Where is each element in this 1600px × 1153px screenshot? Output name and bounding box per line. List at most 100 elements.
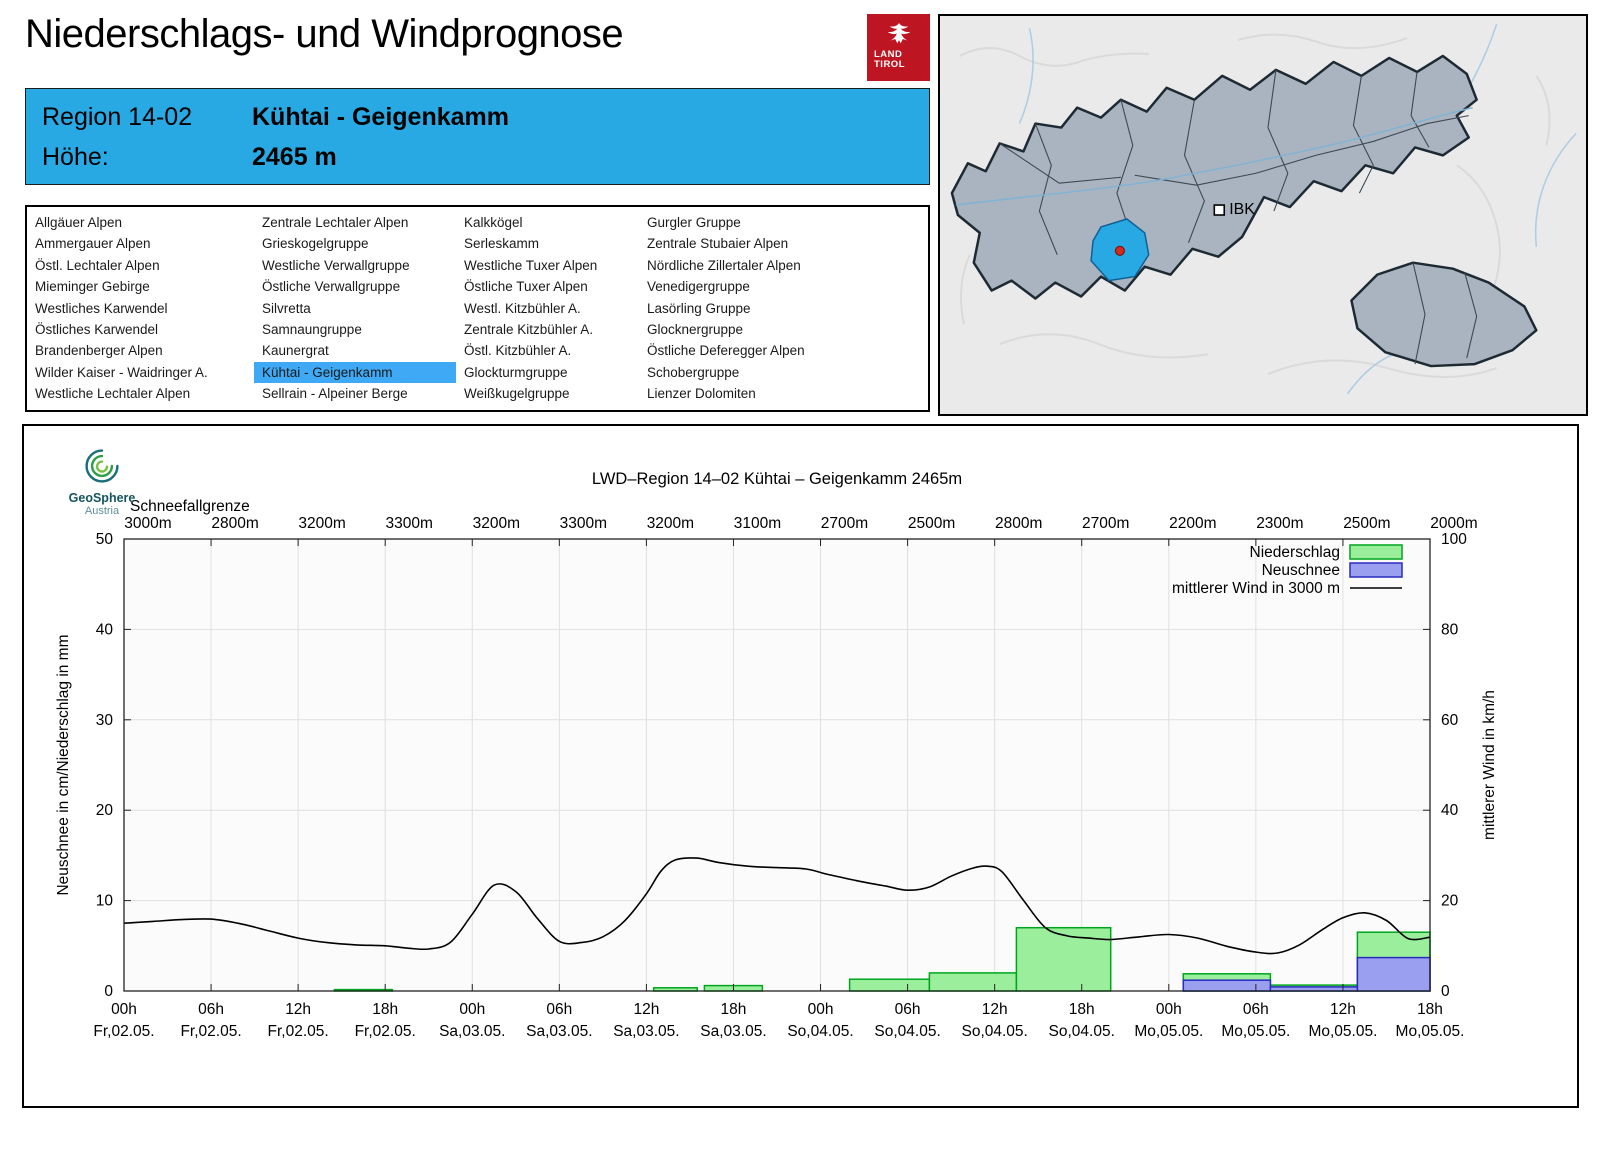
- region-list-item[interactable]: Glocknergruppe: [647, 322, 744, 338]
- region-list-item[interactable]: Westliches Karwendel: [35, 300, 168, 316]
- ibk-label: IBK: [1229, 201, 1255, 218]
- land-tirol-logo: LAND TIROL: [867, 14, 930, 81]
- x-tick-hour: 18h: [1417, 1001, 1443, 1018]
- region-list-item[interactable]: Östliche Verwallgruppe: [262, 279, 401, 295]
- legend-swatch: [1349, 544, 1403, 560]
- logo-line1: LAND: [874, 49, 903, 60]
- niederschlag-bar: [1015, 926, 1112, 992]
- legend-swatch: [1349, 562, 1403, 578]
- snowline-value: 3200m: [298, 515, 345, 532]
- region-list-item[interactable]: Serleskamm: [464, 236, 540, 252]
- legend-label: Niederschlag: [1250, 544, 1340, 561]
- y-right-tick: 100: [1441, 531, 1467, 548]
- region-list-item[interactable]: Westliche Verwallgruppe: [262, 257, 410, 273]
- region-list-item[interactable]: Silvretta: [262, 300, 311, 316]
- snowline-value: 3000m: [124, 515, 171, 532]
- region-list-item[interactable]: Schobergruppe: [647, 364, 740, 380]
- neuschnee-bar: [1356, 956, 1431, 992]
- x-tick-date: Fr,02.05.: [355, 1023, 416, 1040]
- x-tick-hour: 00h: [1156, 1001, 1182, 1018]
- region-list-item[interactable]: Zentrale Kitzbühler A.: [464, 322, 594, 338]
- region-list-item[interactable]: Mieminger Gebirge: [35, 279, 150, 295]
- y-left-tick: 50: [96, 531, 114, 548]
- region-list-item[interactable]: Sellrain - Alpeiner Berge: [262, 386, 408, 402]
- region-number-label: Region 14-02: [42, 102, 193, 131]
- tirol-map: IBK: [938, 14, 1588, 416]
- x-tick-date: Sa,03.05.: [700, 1023, 766, 1040]
- region-list: Allgäuer Alpen Ammergauer Alpen Östl. Lech…: [25, 205, 930, 412]
- x-tick-hour: 00h: [808, 1001, 834, 1018]
- neuschnee-bar: [1182, 979, 1272, 992]
- region-list-item[interactable]: Östliche Tuxer Alpen: [464, 279, 588, 295]
- region-list-item[interactable]: Östliche Deferegger Alpen: [647, 343, 805, 359]
- region-list-item[interactable]: Brandenberger Alpen: [35, 343, 163, 359]
- altitude-label: Höhe:: [42, 142, 109, 171]
- x-tick-date: So,04.05.: [787, 1023, 853, 1040]
- region-list-item[interactable]: Allgäuer Alpen: [35, 215, 123, 230]
- region-list-item[interactable]: Westl. Kitzbühler A.: [464, 300, 581, 316]
- region-list-item[interactable]: Zentrale Stubaier Alpen: [647, 236, 789, 252]
- region-list-item[interactable]: Westliche Lechtaler Alpen: [35, 386, 191, 402]
- forecast-chart-panel: 00h Fr,02.05. 06h Fr,02.05. 12h Fr,02.05. 18h F…: [22, 424, 1579, 1108]
- station-marker: [1114, 245, 1125, 256]
- region-list-item[interactable]: Lasörling Gruppe: [647, 300, 751, 316]
- x-tick-date: So,04.05.: [961, 1023, 1027, 1040]
- snowline-value: 3200m: [647, 515, 694, 532]
- region-list-item[interactable]: Östliches Karwendel: [35, 322, 159, 338]
- plot-grid: [124, 539, 1430, 991]
- region-list-item[interactable]: Wilder Kaiser - Waidringer A.: [35, 364, 208, 380]
- ibk-marker: [1213, 204, 1226, 216]
- plot-background: [124, 539, 1430, 991]
- x-tick-hour: 18h: [372, 1001, 398, 1018]
- region-list-item[interactable]: Grieskogelgruppe: [262, 236, 369, 252]
- geosphere-logo: GeoSphere Austria: [50, 444, 154, 517]
- y-left-tick: 10: [96, 893, 114, 910]
- chart-title: LWD–Region 14–02 Kühtai – Geigenkamm 246…: [592, 470, 962, 488]
- region-list-item[interactable]: Kühtai - Geigenkamm: [254, 361, 456, 384]
- inn-river: [955, 106, 1473, 206]
- region-list-item[interactable]: Venedigergruppe: [647, 279, 750, 295]
- region-list-item[interactable]: Östl. Kitzbühler A.: [464, 343, 572, 359]
- district-borders-east: [1412, 262, 1478, 365]
- x-tick-hour: 00h: [111, 1001, 137, 1018]
- region-list-item[interactable]: Kaunergrat: [262, 343, 329, 359]
- x-tick-hour: 00h: [459, 1001, 485, 1018]
- eagle-icon: [886, 23, 911, 44]
- terrain-texture: [959, 33, 1551, 378]
- region-list-item[interactable]: Samnaungruppe: [262, 322, 362, 338]
- altitude-row: Höhe: 2465 m: [42, 137, 929, 177]
- x-tick-hour: 06h: [895, 1001, 921, 1018]
- x-tick-hour: 18h: [721, 1001, 747, 1018]
- region-list-item[interactable]: Ammergauer Alpen: [35, 236, 151, 252]
- left-axis-title: Neuschnee in cm/Niederschlag in mm: [55, 634, 72, 895]
- region-list-column: Zentrale Lechtaler Alpen Grieskogelgruppe…: [254, 212, 456, 410]
- region-list-item[interactable]: Nördliche Zillertaler Alpen: [647, 257, 801, 273]
- niederschlag-bar: [848, 978, 931, 992]
- right-axis-title: mittlerer Wind in km/h: [1481, 690, 1498, 840]
- region-list-item[interactable]: Westliche Tuxer Alpen: [464, 257, 598, 273]
- snowline-label: Schneefallgrenze: [130, 498, 250, 515]
- region-list-item[interactable]: Zentrale Lechtaler Alpen: [262, 215, 409, 230]
- region-list-item[interactable]: Weißkugelgruppe: [464, 386, 570, 402]
- region-list-item[interactable]: Gurgler Gruppe: [647, 215, 741, 230]
- x-tick-date: Fr,02.05.: [93, 1023, 154, 1040]
- geosphere-spiral-icon: [85, 449, 119, 483]
- region-list-item[interactable]: Lienzer Dolomiten: [647, 386, 756, 402]
- x-tick-date: Mo,05.05.: [1221, 1023, 1290, 1040]
- x-tick-date: Fr,02.05.: [180, 1023, 241, 1040]
- snowline-value: 2700m: [1082, 515, 1129, 532]
- snowline-value: 2800m: [995, 515, 1042, 532]
- x-tick-hour: 12h: [633, 1001, 659, 1018]
- tirol-map-svg: IBK: [940, 16, 1586, 414]
- region-list-item[interactable]: Glockturmgruppe: [464, 364, 568, 380]
- wind-line: [123, 857, 1431, 955]
- region-list-item[interactable]: Östl. Lechtaler Alpen: [35, 257, 160, 273]
- x-tick-date: Sa,03.05.: [526, 1023, 592, 1040]
- region-list-item[interactable]: Kalkkögel: [464, 215, 523, 230]
- y-right-tick: 40: [1441, 802, 1459, 819]
- y-right-tick: 20: [1441, 893, 1459, 910]
- y-left-tick: 40: [96, 621, 114, 638]
- snowline-value: 2700m: [821, 515, 868, 532]
